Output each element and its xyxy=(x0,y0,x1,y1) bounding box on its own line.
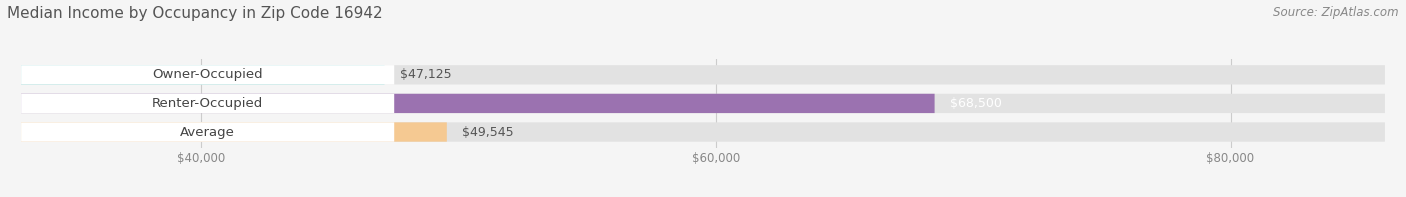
FancyBboxPatch shape xyxy=(21,122,447,142)
Text: Owner-Occupied: Owner-Occupied xyxy=(152,68,263,81)
Text: Median Income by Occupancy in Zip Code 16942: Median Income by Occupancy in Zip Code 1… xyxy=(7,6,382,21)
FancyBboxPatch shape xyxy=(21,94,1385,113)
FancyBboxPatch shape xyxy=(21,65,1385,85)
Text: $68,500: $68,500 xyxy=(950,97,1002,110)
FancyBboxPatch shape xyxy=(21,122,1385,142)
Text: Source: ZipAtlas.com: Source: ZipAtlas.com xyxy=(1274,6,1399,19)
Text: $47,125: $47,125 xyxy=(399,68,451,81)
Text: Average: Average xyxy=(180,125,235,138)
Text: $49,545: $49,545 xyxy=(463,125,515,138)
FancyBboxPatch shape xyxy=(21,94,935,113)
Text: Renter-Occupied: Renter-Occupied xyxy=(152,97,263,110)
FancyBboxPatch shape xyxy=(21,65,394,85)
FancyBboxPatch shape xyxy=(21,122,394,142)
FancyBboxPatch shape xyxy=(21,65,385,85)
FancyBboxPatch shape xyxy=(21,94,394,113)
